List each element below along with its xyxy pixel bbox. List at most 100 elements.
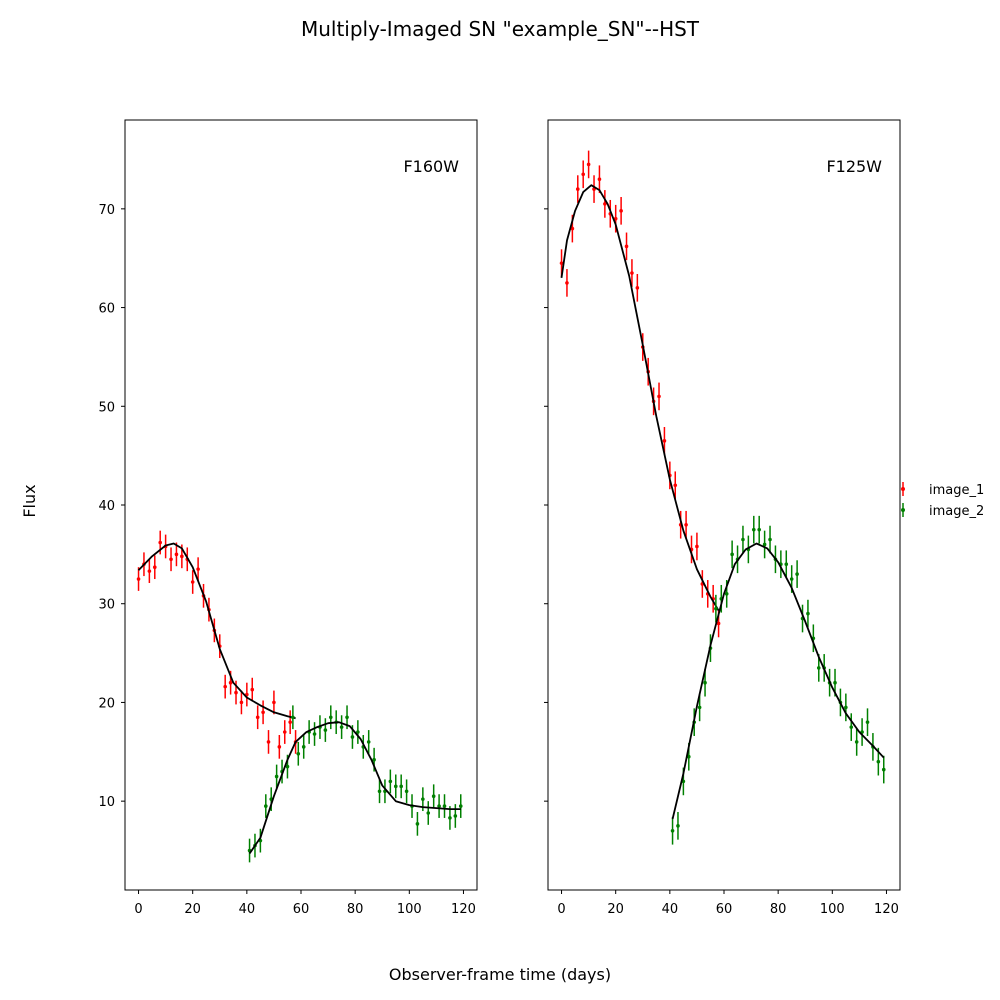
data-point-image-2 [285,764,290,769]
x-tick-label: 120 [874,902,899,917]
data-point-image-1 [228,680,233,685]
y-tick-label: 70 [98,203,115,218]
data-point-image-1 [619,209,623,213]
data-point-image-2 [751,527,756,532]
data-point-image-1 [266,740,271,744]
data-point-image-2 [789,577,794,581]
data-point-image-2 [458,804,463,808]
data-point-image-1 [673,483,678,488]
band-label: F160W [403,157,459,176]
legend: image_1 image_2 [901,482,984,519]
x-tick-label: 100 [397,902,422,917]
data-point-image-1 [261,710,265,715]
x-tick-label: 100 [820,902,845,917]
data-point-image-1 [630,271,634,275]
data-point-image-1 [147,569,152,573]
data-point-image-2 [795,572,799,576]
data-point-image-2 [339,725,344,729]
data-point-image-2 [448,816,452,820]
data-point-image-1 [597,177,602,182]
data-point-image-2 [350,735,355,739]
data-point-image-1 [288,720,292,724]
x-tick-label: 40 [239,902,256,917]
data-point-image-2 [876,759,881,764]
x-tick-label: 60 [716,902,733,917]
data-point-image-1 [250,687,255,692]
x-tick-label: 0 [134,902,142,917]
data-point-image-2 [291,715,295,720]
data-point-image-1 [282,730,287,734]
x-tick-label: 80 [347,902,364,917]
data-point-image-1 [239,700,244,705]
data-point-image-2 [730,552,734,557]
data-point-image-2 [437,804,441,808]
data-point-image-2 [741,537,745,542]
data-point-image-1 [716,621,721,626]
axes-frame [547,119,901,891]
model-curve-image-1 [137,542,296,720]
x-tick-label: 0 [557,902,565,917]
panel-f125w: 0 20 40 60 80 100 120 F125W [544,119,901,917]
data-point-image-1 [174,552,179,557]
data-point-image-1 [581,172,585,177]
x-tick-label: 120 [451,902,476,917]
model-curve-image-1 [560,184,720,612]
data-point-image-2 [768,537,772,542]
data-point-image-2 [762,542,767,547]
data-point-image-2 [806,611,810,616]
data-point-image-1 [575,187,580,191]
model-curve-image-2 [248,721,461,855]
data-point-image-1 [624,244,629,249]
y-tick-label: 30 [98,598,115,613]
data-point-image-2 [323,728,328,732]
data-point-image-1 [695,544,699,549]
data-point-image-2 [687,754,691,759]
data-point-image-2 [703,680,707,685]
x-tick-label: 20 [607,902,624,917]
data-point-image-2 [426,811,431,815]
data-point-image-1 [586,162,591,167]
data-point-image-1 [136,577,141,581]
band-label: F125W [826,157,882,176]
data-point-image-2 [442,804,447,808]
data-point-image-2 [421,797,425,801]
data-point-image-2 [393,784,398,789]
data-point-image-2 [833,680,837,685]
data-point-image-1 [196,567,200,571]
panel-f160w: 0 20 40 60 80 100 120 10 20 30 40 50 60 70 F160W [98,119,478,917]
data-point-image-1 [180,554,184,559]
chart-title: Multiply-Imaged SN "example_SN"--HST [301,17,700,41]
x-tick-label: 60 [293,902,310,917]
data-point-image-2 [296,751,301,756]
data-point-image-1 [152,565,157,569]
data-point-image-1 [277,745,282,749]
data-point-image-1 [559,261,564,265]
data-point-image-2 [881,767,886,772]
data-point-image-1 [657,394,661,399]
x-tick-label: 80 [770,902,787,917]
data-point-image-1 [565,281,569,285]
data-point-image-1 [234,690,238,695]
model-curve-image-2 [671,542,885,820]
data-point-image-2 [676,824,680,828]
data-point-image-1 [684,522,688,527]
data-point-image-1 [223,684,227,689]
data-point-image-2 [274,774,279,779]
data-point-image-1 [190,580,195,584]
y-tick-label: 40 [98,499,115,514]
legend-dot-image-2 [901,508,905,512]
data-point-image-2 [356,730,360,734]
data-point-image-2 [714,606,718,611]
data-point-image-2 [697,705,702,710]
y-tick-label: 20 [98,696,115,711]
data-point-image-2 [431,794,436,799]
x-tick-label: 40 [662,902,679,917]
data-point-image-1 [635,286,640,290]
data-point-image-1 [603,202,607,206]
data-point-image-2 [865,720,870,724]
data-point-image-2 [328,715,333,720]
data-point-image-1 [570,226,575,231]
data-point-image-1 [272,700,276,705]
y-tick-label: 60 [98,302,115,317]
